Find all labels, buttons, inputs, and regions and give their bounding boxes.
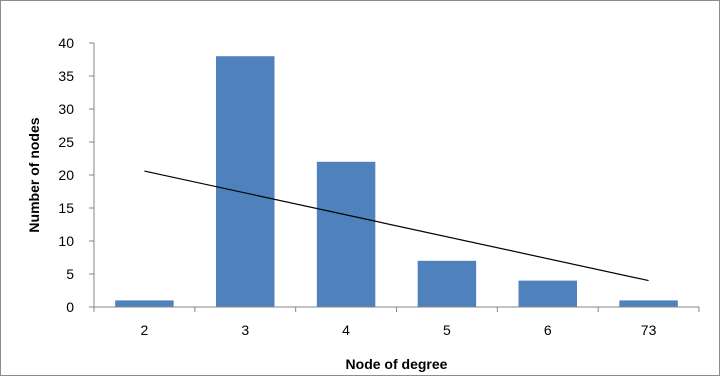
bar — [518, 280, 577, 307]
bar — [619, 300, 678, 307]
y-tick-labels: 0 5 10 15 20 25 30 35 40 — [58, 35, 74, 315]
bar — [216, 56, 275, 308]
y-tick-label: 15 — [58, 200, 74, 216]
bars-layer — [115, 56, 678, 308]
x-tick-label: 3 — [241, 322, 249, 338]
y-axis-title: Number of nodes — [26, 117, 42, 232]
y-tick-label: 30 — [58, 101, 74, 117]
y-tick-label: 0 — [66, 299, 74, 315]
y-tick-label: 25 — [58, 134, 74, 150]
trendline-layer — [144, 170, 649, 282]
y-tick-label: 35 — [58, 68, 74, 84]
axes-layer — [89, 42, 700, 312]
bar — [316, 161, 376, 307]
x-tick-label: 6 — [544, 322, 552, 338]
trendline — [144, 170, 649, 282]
x-tick-labels: 2 3 4 5 6 73 — [141, 322, 657, 338]
y-tick-label: 40 — [58, 35, 74, 51]
y-tick-label: 10 — [58, 233, 74, 249]
bar — [115, 300, 174, 307]
y-tick-label: 20 — [58, 167, 74, 183]
x-tick-label: 73 — [641, 322, 657, 338]
x-tick-label: 5 — [443, 322, 451, 338]
x-tick-label: 4 — [342, 322, 350, 338]
x-tick-label: 2 — [141, 322, 149, 338]
x-axis-title: Node of degree — [346, 356, 448, 372]
bar — [417, 260, 477, 307]
y-tick-label: 5 — [66, 266, 74, 282]
